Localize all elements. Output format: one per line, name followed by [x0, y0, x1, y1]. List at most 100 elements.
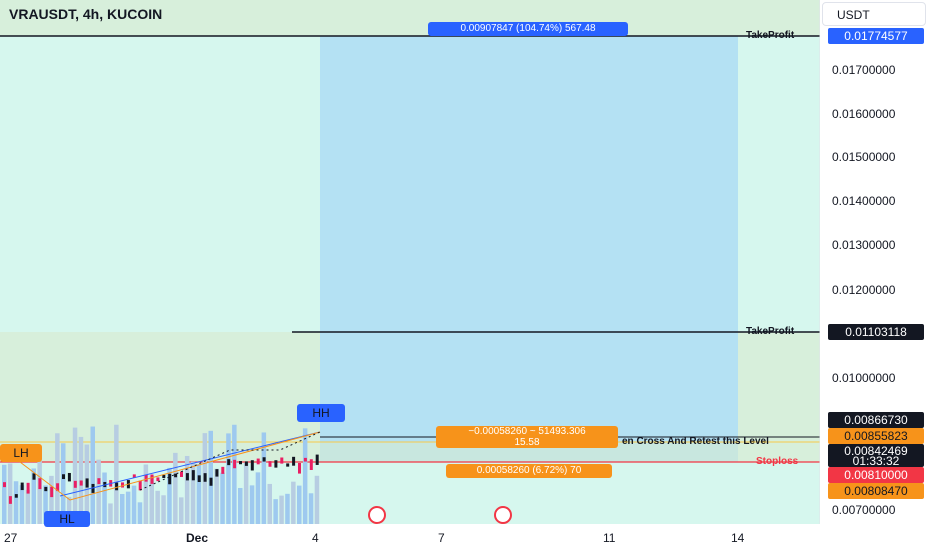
volume-bar: [167, 467, 172, 524]
take-profit-label: TakeProfit: [746, 30, 795, 41]
x-tick: 4: [312, 531, 319, 545]
lh-pivot-tag: LH: [0, 444, 42, 462]
volume-bar: [55, 433, 60, 524]
candle: [67, 472, 71, 482]
y-tick: 0.01400000: [832, 194, 896, 208]
candle: [274, 460, 278, 468]
volume-bar: [161, 495, 166, 524]
volume-bar: [196, 464, 202, 524]
trend-line-up[interactable]: [59, 431, 321, 497]
dotted-line: [139, 431, 321, 491]
countdown-label: 01:33:32: [828, 455, 924, 467]
candle: [79, 480, 83, 486]
candle: [50, 486, 54, 498]
measure-mid-line1: −0.00058260 ~ 51493.306: [468, 426, 586, 437]
x-tick: Dec: [186, 531, 209, 545]
current-price-label: 0.00842469: [828, 444, 924, 458]
candle: [91, 483, 95, 493]
x-tick: 11: [603, 531, 616, 545]
volume-bar: [49, 475, 54, 524]
candle: [286, 463, 290, 467]
y-tick: 0.00700000: [832, 503, 896, 517]
volume-bar: [13, 481, 19, 524]
take-profit-2-price-label: 0.01103118: [828, 324, 924, 340]
candle: [32, 473, 36, 480]
zigzag-line[interactable]: [19, 431, 321, 501]
candle: [121, 482, 124, 488]
candle: [292, 456, 296, 466]
volume-bar: [66, 496, 72, 524]
volume-bar: [173, 452, 178, 524]
candle: [44, 486, 48, 492]
volume-bar: [314, 475, 320, 524]
hl-pivot-tag: HL: [44, 511, 90, 527]
volume-bar: [297, 485, 302, 524]
candle: [8, 496, 12, 504]
candle: [203, 473, 207, 482]
volume-bar: [302, 428, 308, 524]
volume-bar: [43, 485, 48, 524]
volume-bar: [19, 485, 25, 524]
price-label: 0.00866730: [828, 412, 924, 428]
candle: [20, 482, 24, 491]
economic-event-icon[interactable]: [368, 506, 386, 524]
candle: [221, 466, 225, 474]
candle: [156, 477, 160, 482]
candle: [227, 459, 231, 466]
economic-event-icon[interactable]: [494, 506, 512, 524]
price-label: 0.00808470: [828, 483, 924, 499]
candle: [233, 459, 237, 469]
volume-bar: [131, 485, 137, 524]
candle: [132, 474, 136, 478]
candle: [168, 473, 172, 485]
volume-bar: [238, 487, 243, 524]
measure-mid-tag: −0.00058260 ~ 51493.306 15.58: [436, 426, 618, 448]
candle: [298, 463, 301, 474]
currency-selector[interactable]: USDT: [822, 2, 926, 26]
candle: [268, 461, 272, 467]
volume-bar: [155, 490, 160, 524]
symbol-title: VRAUSDT, 4h, KUCOIN: [9, 6, 163, 22]
candle: [303, 457, 307, 462]
volume-bar: [285, 493, 290, 524]
volume-bar: [249, 485, 255, 524]
candle: [209, 477, 213, 486]
y-tick: 0.01600000: [832, 107, 896, 121]
y-tick: 0.01500000: [832, 150, 896, 164]
candle: [250, 460, 254, 471]
volume-bar: [114, 424, 119, 524]
stoploss-label: Stoploss: [756, 456, 799, 467]
candle: [162, 474, 166, 479]
volume-bar: [273, 499, 278, 524]
x-tick: 27: [4, 531, 18, 545]
volume-bar: [279, 495, 284, 524]
candles[interactable]: [3, 454, 319, 504]
volume-bar: [255, 472, 261, 524]
volume-bar: [25, 489, 31, 524]
candle: [280, 457, 284, 464]
volume-bar: [120, 493, 125, 524]
x-tick: 14: [731, 531, 745, 545]
candle: [38, 478, 42, 490]
volume-bar: [226, 433, 231, 524]
volume-bar: [125, 491, 131, 524]
candle: [62, 474, 65, 480]
candle: [174, 473, 178, 478]
candle: [185, 473, 189, 481]
volume-bar: [61, 443, 66, 524]
take-profit-zone[interactable]: [320, 36, 738, 442]
candle: [115, 482, 119, 491]
y-tick: 0.01300000: [832, 238, 896, 252]
volume-bar: [184, 455, 190, 524]
candle: [138, 480, 142, 491]
candle: [244, 461, 248, 466]
volume-bar: [232, 424, 237, 524]
hh-pivot-tag: HH: [297, 404, 345, 422]
measure-top-tag: 0.00907847 (104.74%) 567.48: [428, 22, 628, 36]
stop-loss-zone[interactable]: [320, 442, 738, 462]
volume-bar: [108, 503, 113, 524]
y-tick: 0.01000000: [832, 371, 896, 385]
volume-bar: [137, 502, 143, 524]
take-profit-2-label: TakeProfit: [746, 326, 795, 337]
